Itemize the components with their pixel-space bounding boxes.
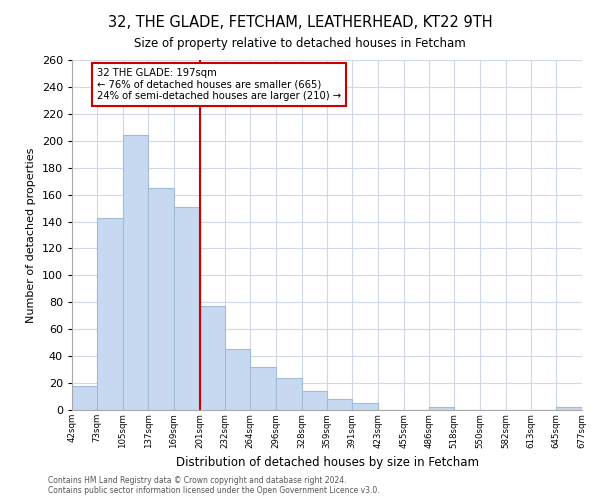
Bar (302, 391, 326, 410)
Bar (97, 218, 122, 410)
Bar (556, 408, 582, 410)
Bar (174, 206, 200, 410)
Bar (428, 408, 454, 410)
Bar (326, 399, 352, 410)
Text: Size of property relative to detached houses in Fetcham: Size of property relative to detached ho… (134, 38, 466, 51)
Bar (122, 136, 148, 410)
Bar (352, 404, 378, 410)
Bar (72, 386, 97, 410)
Bar (224, 350, 250, 410)
Y-axis label: Number of detached properties: Number of detached properties (26, 148, 36, 322)
Bar (200, 306, 224, 410)
Text: 32 THE GLADE: 197sqm
← 76% of detached houses are smaller (665)
24% of semi-deta: 32 THE GLADE: 197sqm ← 76% of detached h… (97, 68, 341, 102)
Bar (148, 188, 174, 410)
Text: Contains HM Land Registry data © Crown copyright and database right 2024.
Contai: Contains HM Land Registry data © Crown c… (48, 476, 380, 495)
X-axis label: Distribution of detached houses by size in Fetcham: Distribution of detached houses by size … (176, 456, 479, 469)
Bar (276, 378, 302, 410)
Text: 32, THE GLADE, FETCHAM, LEATHERHEAD, KT22 9TH: 32, THE GLADE, FETCHAM, LEATHERHEAD, KT2… (107, 15, 493, 30)
Bar (250, 367, 276, 410)
